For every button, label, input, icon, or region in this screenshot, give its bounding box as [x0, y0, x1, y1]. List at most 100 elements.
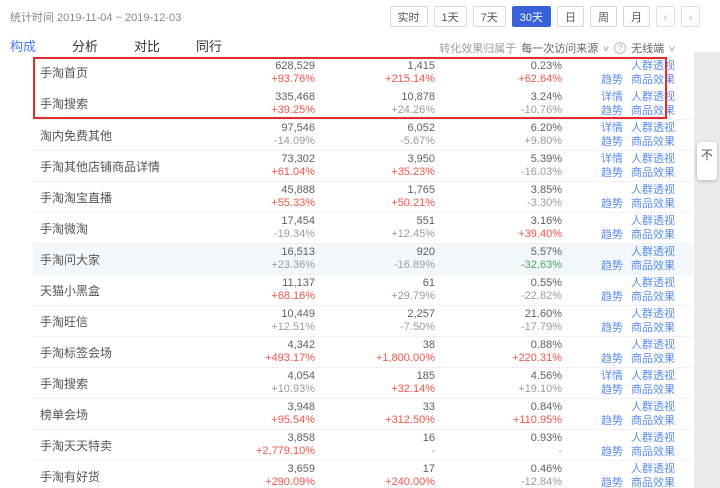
table-row: 手淘标签会场 4,342 +493.17% 38 +1,800.00% 0.88… [33, 336, 693, 367]
trend-link[interactable]: 趋势 [601, 198, 623, 210]
buyers-change: +35.23% [391, 166, 435, 178]
period-button-4[interactable]: 日 [557, 6, 584, 27]
trend-link[interactable]: 趋势 [601, 167, 623, 179]
audience-insight-link[interactable]: 人群透视 [631, 463, 675, 475]
terminal-dropdown[interactable]: 无线端 [631, 43, 665, 55]
product-effect-link[interactable]: 商品效果 [631, 229, 675, 241]
detail-link[interactable]: 详情 [601, 153, 623, 165]
trend-link[interactable]: 趋势 [601, 446, 623, 458]
help-icon[interactable]: ? [614, 42, 627, 54]
detail-link[interactable]: 详情 [601, 370, 623, 382]
trend-link[interactable]: 趋势 [601, 260, 623, 272]
product-effect-link[interactable]: 商品效果 [631, 198, 675, 210]
conversion-value: 5.39% [530, 153, 562, 165]
period-button-0[interactable]: 实时 [389, 6, 428, 27]
period-button-5[interactable]: 周 [590, 6, 617, 27]
source-name: 手淘微淘 [40, 221, 89, 236]
period-button-6[interactable]: 月 [623, 6, 650, 27]
visitors-cell: 16,513 +23.36% [200, 246, 315, 272]
audience-insight-link[interactable]: 人群透视 [631, 153, 675, 165]
product-effect-link[interactable]: 商品效果 [631, 167, 675, 179]
buyers-change: +240.00% [385, 476, 435, 488]
visitors-change: +68.16% [271, 290, 315, 302]
tab-0[interactable]: 构成 [10, 39, 37, 54]
conversion-value: 21.60% [524, 308, 562, 320]
actions-cell: 详情 人群透视 趋势 商品效果 [562, 59, 693, 87]
trend-link[interactable]: 趋势 [601, 291, 623, 303]
source-name: 手淘旺信 [40, 314, 89, 329]
trend-link[interactable]: 趋势 [601, 73, 623, 86]
period-button-1[interactable]: 1天 [433, 6, 467, 27]
audience-insight-link[interactable]: 人群透视 [631, 308, 675, 320]
traffic-source-table: 手淘首页 628,529 +93.76% 1,415 +215.14% 0.23… [33, 57, 693, 488]
trend-link[interactable]: 趋势 [601, 322, 623, 334]
visitors-value: 11,137 [282, 277, 315, 289]
product-effect-link[interactable]: 商品效果 [631, 353, 675, 365]
source-name: 榜单会场 [40, 407, 89, 422]
attribution-dropdown[interactable]: 每一次访问来源 [521, 43, 599, 55]
audience-insight-link[interactable]: 人群透视 [631, 122, 675, 134]
audience-insight-link[interactable]: 人群透视 [631, 246, 675, 258]
audience-insight-link[interactable]: 人群透视 [631, 432, 675, 444]
audience-insight-link[interactable]: 人群透视 [631, 370, 675, 382]
trend-link[interactable]: 趋势 [601, 415, 623, 427]
product-effect-link[interactable]: 商品效果 [631, 322, 675, 334]
conversion-cell: 0.46% -12.84% [435, 463, 562, 488]
trend-link[interactable]: 趋势 [601, 384, 623, 396]
period-button-2[interactable]: 7天 [472, 6, 506, 27]
audience-insight-link[interactable]: 人群透视 [631, 401, 675, 413]
tab-3[interactable]: 同行 [196, 39, 223, 54]
table-row: 天猫小黑盒 11,137 +68.16% 61 +29.79% 0.55% -2… [33, 274, 693, 305]
audience-insight-link[interactable]: 人群透视 [631, 215, 675, 227]
prev-period-button[interactable]: ‹ [656, 6, 675, 27]
product-effect-link[interactable]: 商品效果 [631, 384, 675, 396]
trend-link[interactable]: 趋势 [601, 136, 623, 148]
visitors-cell: 10,449 +12.51% [200, 308, 315, 334]
chevron-down-icon: ∨ [602, 43, 611, 53]
buyers-cell: 16 - [315, 432, 435, 458]
audience-insight-link[interactable]: 人群透视 [631, 339, 675, 351]
trend-link[interactable]: 趋势 [601, 477, 623, 488]
audience-insight-link[interactable]: 人群透视 [631, 59, 675, 72]
side-floating-button[interactable]: 不 [697, 142, 717, 180]
detail-link[interactable]: 详情 [601, 122, 623, 134]
buyers-change: +215.14% [385, 72, 435, 85]
tab-2[interactable]: 对比 [134, 39, 161, 54]
conversion-change: +110.95% [512, 414, 562, 426]
conversion-change: +9.80% [524, 135, 562, 147]
visitors-cell: 17,454 -19.34% [200, 215, 315, 241]
buyers-cell: 920 -16.89% [315, 246, 435, 272]
trend-link[interactable]: 趋势 [601, 229, 623, 241]
buyers-cell: 551 +12.45% [315, 215, 435, 241]
detail-link[interactable]: 详情 [601, 90, 623, 103]
buyers-change: +24.26% [391, 103, 435, 116]
conversion-change: +62.64% [518, 72, 562, 85]
visitors-value: 17,454 [281, 215, 315, 227]
visitors-cell: 335,468 +39.25% [200, 91, 315, 117]
audience-insight-link[interactable]: 人群透视 [631, 277, 675, 289]
next-period-button[interactable]: › [681, 6, 700, 27]
product-effect-link[interactable]: 商品效果 [631, 291, 675, 303]
conversion-change: -12.84% [521, 476, 562, 488]
trend-link[interactable]: 趋势 [601, 353, 623, 365]
conversion-value: 3.16% [530, 215, 562, 227]
product-effect-link[interactable]: 商品效果 [631, 415, 675, 427]
buyers-cell: 33 +312.50% [315, 401, 435, 427]
visitors-value: 3,948 [287, 401, 315, 413]
visitors-change: +493.17% [265, 352, 315, 364]
conversion-change: +39.40% [518, 228, 562, 240]
tab-1[interactable]: 分析 [72, 39, 99, 54]
visitors-change: +55.33% [271, 197, 315, 209]
product-effect-link[interactable]: 商品效果 [631, 260, 675, 272]
audience-insight-link[interactable]: 人群透视 [631, 184, 675, 196]
period-button-3[interactable]: 30天 [511, 6, 551, 27]
product-effect-link[interactable]: 商品效果 [631, 446, 675, 458]
conversion-cell: 0.55% -22.82% [435, 277, 562, 303]
product-effect-link[interactable]: 商品效果 [631, 73, 675, 86]
buyers-change: - [431, 445, 435, 457]
product-effect-link[interactable]: 商品效果 [631, 477, 675, 488]
audience-insight-link[interactable]: 人群透视 [631, 90, 675, 103]
product-effect-link[interactable]: 商品效果 [631, 104, 675, 117]
product-effect-link[interactable]: 商品效果 [631, 136, 675, 148]
trend-link[interactable]: 趋势 [601, 104, 623, 117]
